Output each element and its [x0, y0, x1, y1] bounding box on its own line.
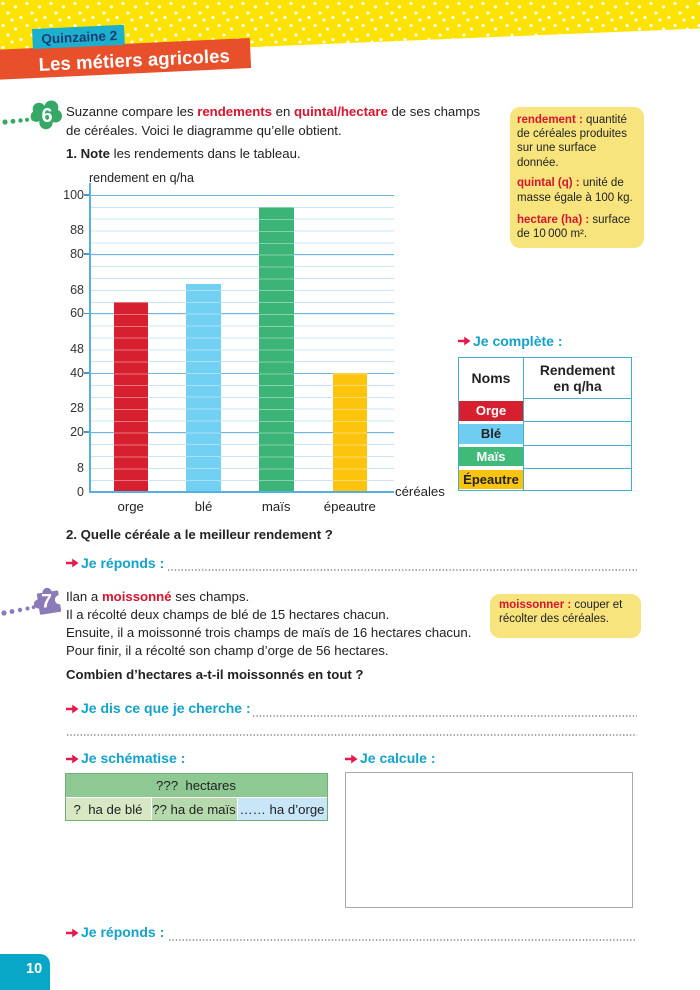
svg-text:7: 7 — [41, 591, 52, 613]
svg-text:6: 6 — [41, 105, 52, 127]
